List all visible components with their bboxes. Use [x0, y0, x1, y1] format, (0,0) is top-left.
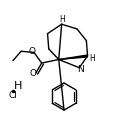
- Text: O: O: [29, 69, 36, 77]
- Text: H: H: [13, 81, 22, 91]
- Text: O: O: [28, 47, 35, 56]
- Polygon shape: [59, 54, 88, 60]
- Text: H: H: [59, 15, 64, 24]
- Text: Cl: Cl: [8, 91, 17, 100]
- Text: N: N: [77, 65, 84, 74]
- Text: H: H: [89, 54, 95, 63]
